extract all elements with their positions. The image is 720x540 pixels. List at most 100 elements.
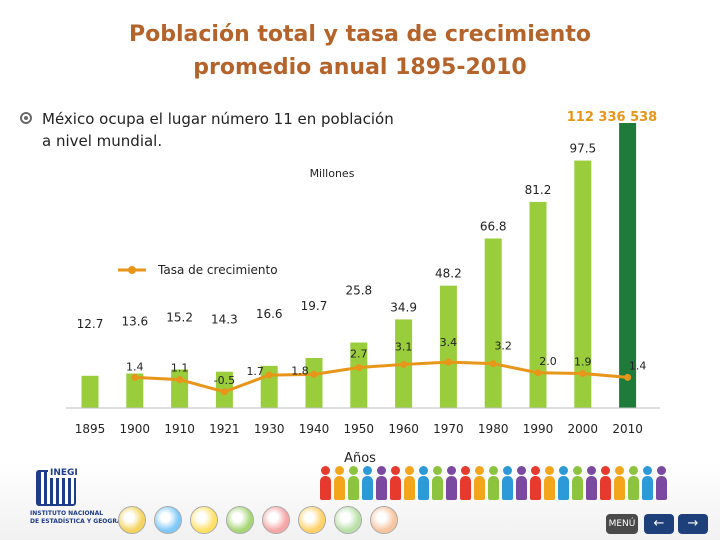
rate-label-1900: 1.4 (126, 360, 144, 373)
rate-point-1921 (220, 388, 228, 396)
x-tick-1900: 1900 (120, 422, 151, 436)
bullet-text-line-2: a nivel mundial. (42, 132, 163, 150)
next-button[interactable]: → (678, 514, 708, 534)
person-figure-icon (628, 466, 639, 500)
bar-1940 (305, 358, 323, 408)
title-line-2: promedio anual 1895-2010 (193, 55, 527, 80)
population-chart: 12.7 13.6 15.2 14.3 16.6 19.7 25.8 34.9 48.2 66.8… (66, 110, 660, 466)
x-tick-1921: 1921 (209, 422, 240, 436)
person-figure-icon (320, 466, 331, 500)
rate-label-1960: 3.1 (395, 340, 413, 353)
bar-label-1940: 19.7 (301, 299, 328, 313)
bar-label-1990: 81.2 (525, 183, 552, 197)
topic-circle-icon[interactable] (154, 506, 182, 534)
rate-label-2000: 1.9 (574, 356, 592, 369)
bar-label-1970: 48.2 (435, 267, 462, 281)
person-figure-icon (432, 466, 443, 500)
topic-icons (118, 506, 398, 534)
topic-circle-icon[interactable] (118, 506, 146, 534)
x-tick-labels: 1895 1900 1910 1921 1930 1940 1950 1960 1970 1980… (75, 422, 643, 436)
rate-label-1950: 2.7 (350, 347, 368, 360)
x-tick-1930: 1930 (254, 422, 285, 436)
bar-1910 (171, 369, 189, 408)
prev-button[interactable]: ← (644, 514, 674, 534)
bar-1990 (529, 201, 547, 408)
logo-text: INEGI (48, 468, 80, 478)
x-tick-1895: 1895 (75, 422, 106, 436)
rate-label-1930: 1.7 (246, 365, 264, 378)
x-tick-1950: 1950 (344, 422, 375, 436)
bar-label-1921: 14.3 (211, 313, 238, 327)
rate-point-1940 (310, 370, 318, 378)
topic-circle-icon[interactable] (262, 506, 290, 534)
rate-point-1900 (131, 373, 139, 381)
bar-1980 (484, 238, 502, 408)
institute-name: INSTITUTO NACIONAL DE ESTADÍSTICA Y GEOG… (30, 510, 133, 526)
title-line-1: Población total y tasa de crecimiento (129, 22, 591, 47)
bar-label-1980: 66.8 (480, 219, 507, 233)
bullet-text-line-1: México ocupa el lugar número 11 en pobla… (42, 110, 394, 128)
bullet-icon (20, 112, 32, 124)
person-figure-icon (488, 466, 499, 500)
person-figure-icon (572, 466, 583, 500)
rate-point-1970 (444, 358, 452, 366)
bar-2010 (619, 123, 637, 408)
bar-label-1900: 13.6 (121, 314, 148, 328)
growth-rate-line (134, 360, 628, 394)
rate-point-1980 (489, 360, 497, 368)
person-figure-icon (334, 466, 345, 500)
topic-circle-icon[interactable] (190, 506, 218, 534)
rate-label-1921: -0.5 (214, 374, 235, 387)
person-figure-icon (656, 466, 667, 500)
person-figure-icon (348, 466, 359, 500)
topic-circle-icon[interactable] (334, 506, 362, 534)
rate-point-2000 (579, 370, 587, 378)
person-figure-icon (474, 466, 485, 500)
bar-labels-group: 12.7 13.6 15.2 14.3 16.6 19.7 25.8 34.9 48.2 66.8… (77, 110, 658, 331)
x-tick-2010: 2010 (612, 422, 643, 436)
person-figure-icon (390, 466, 401, 500)
legend-label: Tasa de crecimiento (157, 263, 278, 277)
bar-label-1910: 15.2 (166, 310, 193, 324)
rate-point-2010 (624, 373, 632, 381)
person-figure-icon (586, 466, 597, 500)
person-figure-icon (460, 466, 471, 500)
menu-button[interactable]: MENÚ (606, 514, 638, 534)
arrow-left-icon: ← (653, 516, 665, 531)
bar-1950 (350, 342, 368, 408)
bar-1895 (81, 375, 99, 408)
x-tick-1940: 1940 (299, 422, 330, 436)
person-figure-icon (362, 466, 373, 500)
institute-line-2: DE ESTADÍSTICA Y GEOGRAFÍA (30, 518, 133, 525)
growth-rate-labels: 1.4 1.1 -0.5 1.7 1.8 2.7 3.1 3.4 3.2 2.0 1.9 1.4 (126, 336, 646, 387)
page-title: Población total y tasa de crecimiento pr… (0, 18, 720, 84)
bar-label-1930: 16.6 (256, 307, 283, 321)
rate-label-1980: 3.2 (494, 340, 512, 353)
rate-label-1990: 2.0 (539, 355, 557, 368)
person-figure-icon (600, 466, 611, 500)
x-tick-1970: 1970 (433, 422, 464, 436)
person-figure-icon (614, 466, 625, 500)
person-figure-icon (544, 466, 555, 500)
topic-circle-icon[interactable] (298, 506, 326, 534)
rate-label-1910: 1.1 (171, 362, 189, 375)
rate-label-2010: 1.4 (629, 359, 647, 372)
person-figure-icon (530, 466, 541, 500)
institute-line-1: INSTITUTO NACIONAL (30, 510, 104, 517)
rate-point-1910 (176, 376, 184, 384)
bar-label-1895: 12.7 (77, 317, 104, 331)
legend: Tasa de crecimiento (118, 263, 278, 277)
x-tick-1910: 1910 (164, 422, 195, 436)
growth-rate-points (131, 358, 632, 396)
topic-circle-icon[interactable] (370, 506, 398, 534)
person-figure-icon (376, 466, 387, 500)
rate-point-1990 (534, 369, 542, 377)
person-figure-icon (558, 466, 569, 500)
bar-1900 (126, 373, 144, 408)
rate-label-1970: 3.4 (440, 336, 458, 349)
person-figure-icon (446, 466, 457, 500)
people-strip-icon (320, 466, 667, 500)
topic-circle-icon[interactable] (226, 506, 254, 534)
x-tick-2000: 2000 (568, 422, 599, 436)
bar-1970 (439, 285, 457, 408)
